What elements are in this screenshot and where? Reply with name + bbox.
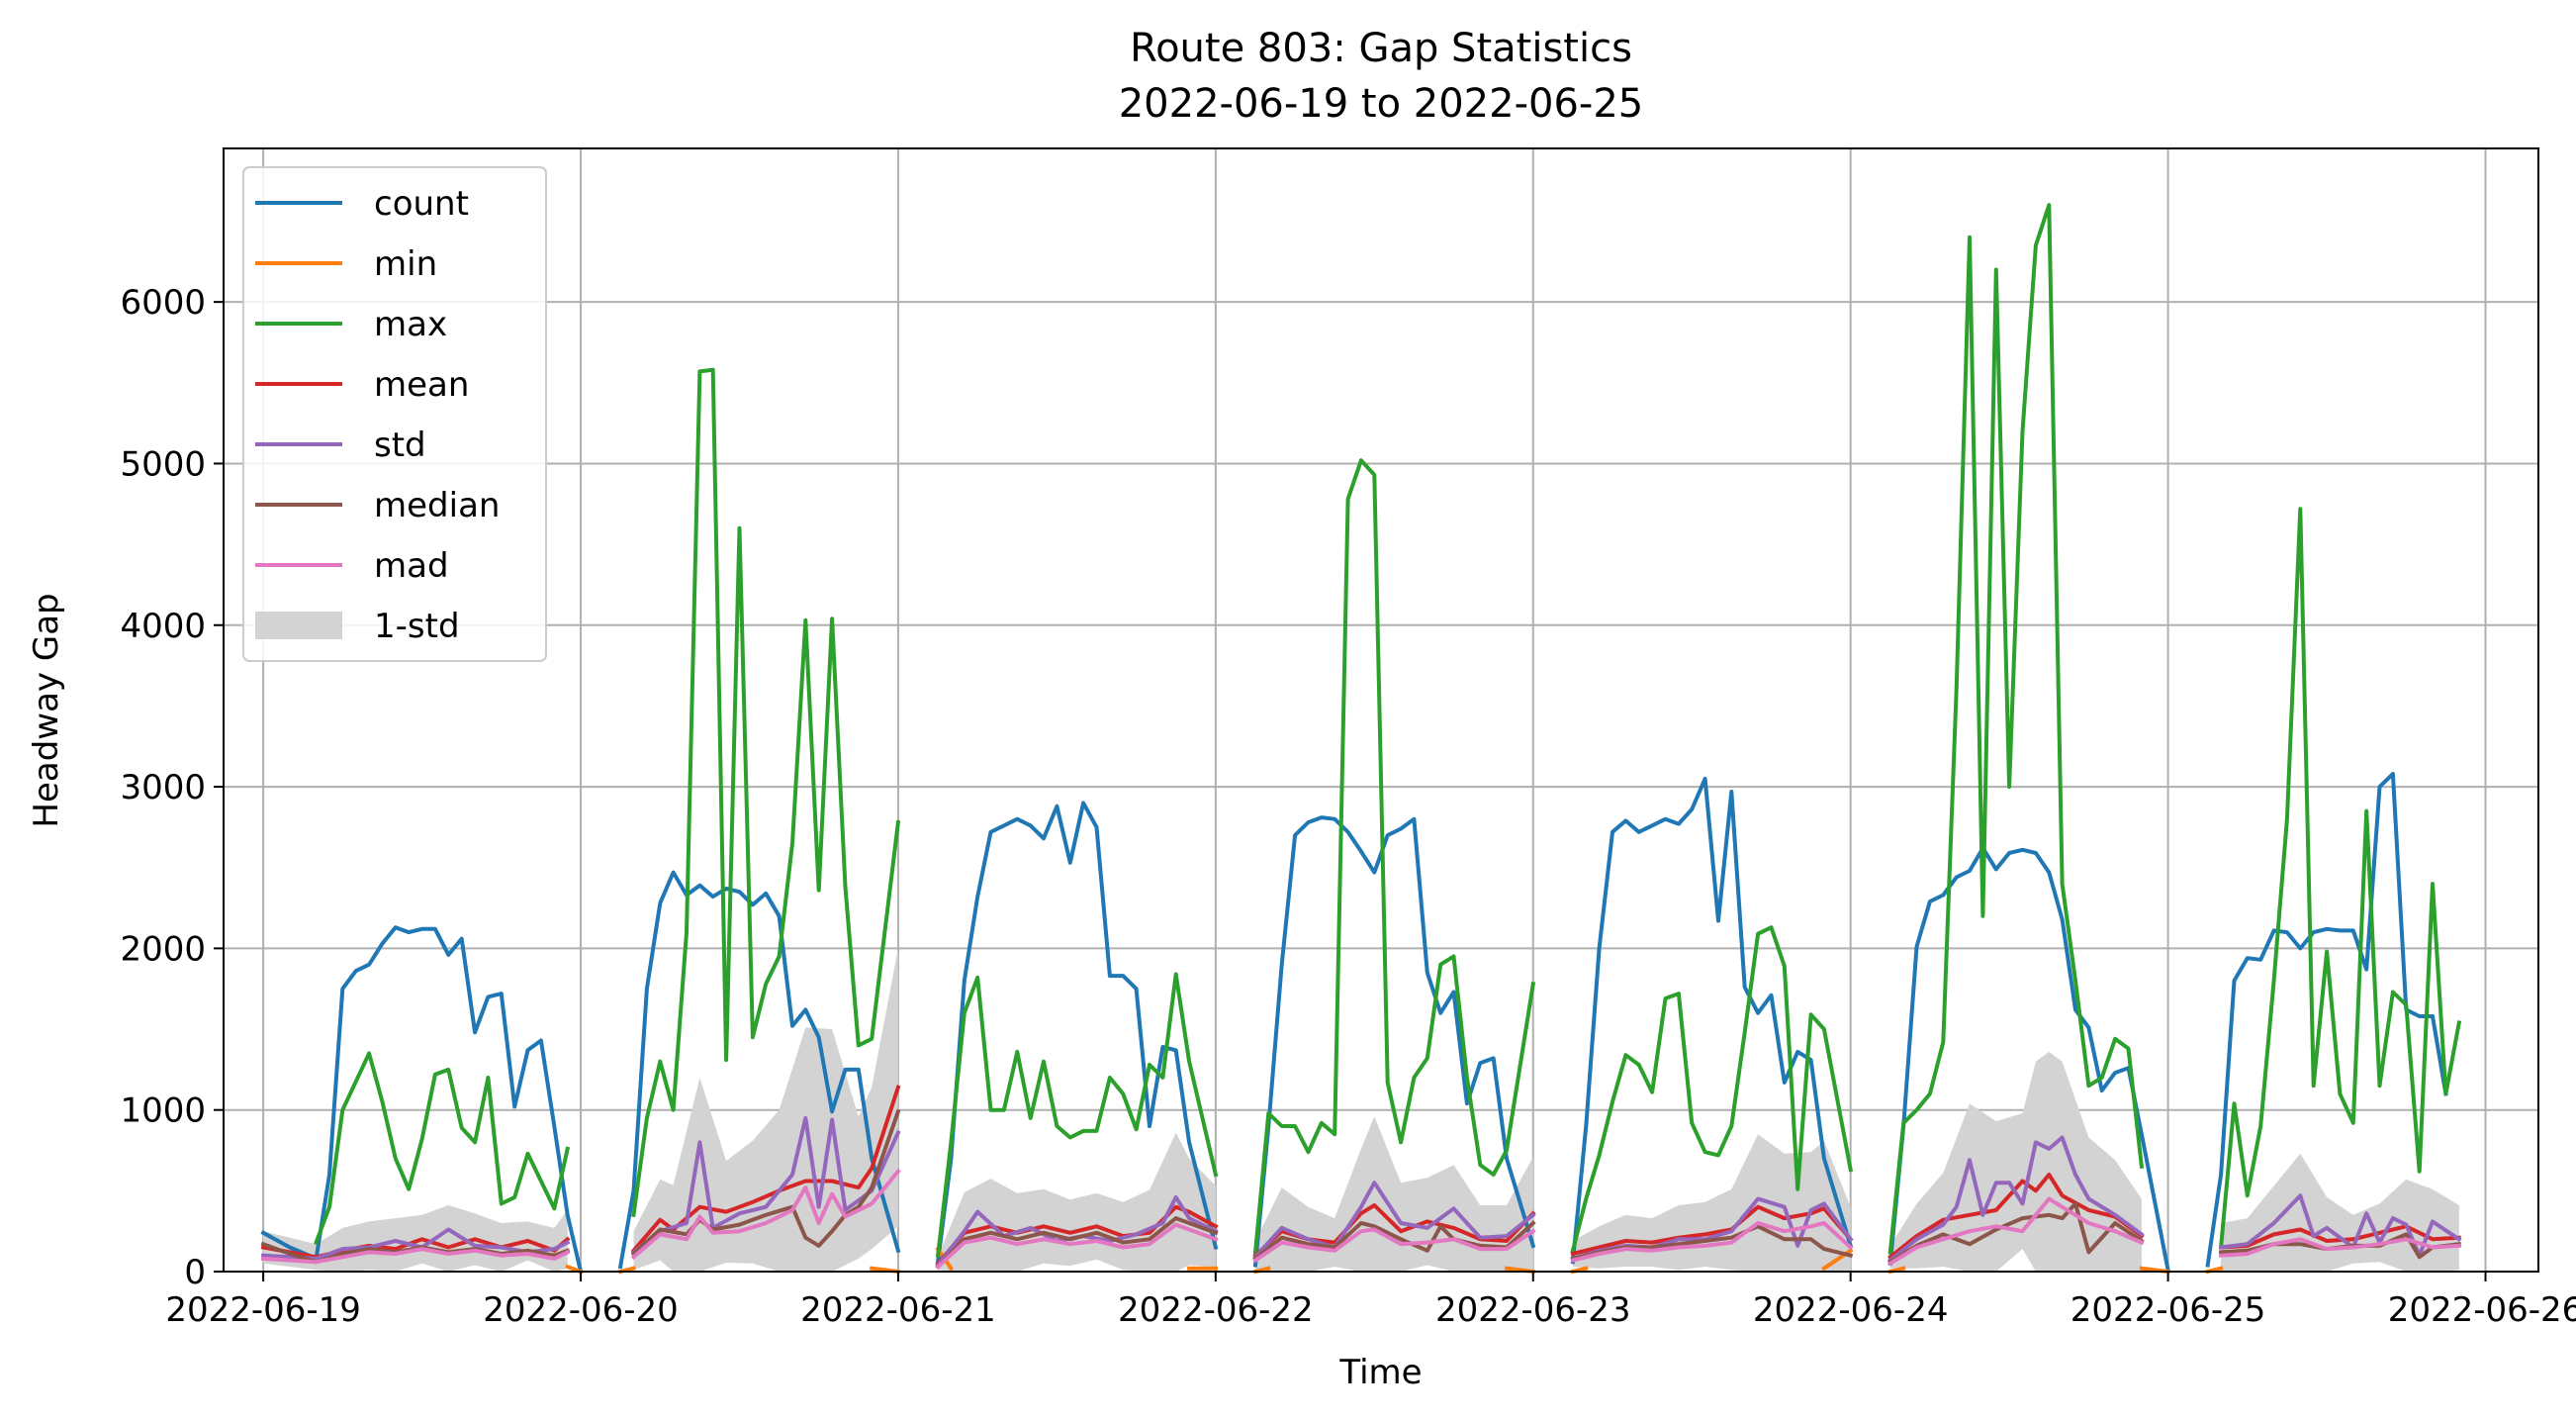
legend-label-min: min bbox=[374, 244, 437, 284]
y-axis-label: Headway Gap bbox=[27, 593, 66, 827]
series-line-mad bbox=[1570, 1221, 1854, 1264]
series-line-mean bbox=[935, 1204, 1219, 1267]
x-tick-label: 2022-06-22 bbox=[1118, 1290, 1314, 1330]
x-tick-label: 2022-06-20 bbox=[483, 1290, 679, 1330]
legend-label-max: max bbox=[374, 305, 447, 344]
legend-label-std: std bbox=[374, 426, 426, 465]
legend-label-median: median bbox=[374, 486, 500, 525]
series-line-count bbox=[1887, 846, 2170, 1273]
x-tick-label: 2022-06-26 bbox=[2388, 1290, 2576, 1330]
series-line-max bbox=[1252, 458, 1536, 1255]
series-line-std bbox=[630, 1115, 901, 1256]
series-line-max bbox=[2218, 507, 2462, 1250]
series-line-mean bbox=[1570, 1204, 1854, 1257]
x-tick-label: 2022-06-21 bbox=[800, 1290, 996, 1330]
series-lines bbox=[260, 203, 2462, 1275]
series-line-max bbox=[1887, 203, 2145, 1255]
legend: count min max mean std median mad 1-std bbox=[242, 166, 547, 662]
series-line-median bbox=[935, 1216, 1219, 1270]
legend-label-1-std: 1-std bbox=[374, 607, 460, 646]
y-tick-label: 3000 bbox=[120, 768, 206, 807]
legend-swatch-1-std bbox=[255, 612, 342, 639]
x-tick-label: 2022-06-24 bbox=[1753, 1290, 1949, 1330]
series-line-max bbox=[314, 1051, 571, 1246]
chart-title: Route 803: Gap Statistics bbox=[1130, 26, 1632, 71]
chart-subtitle: 2022-06-19 to 2022-06-25 bbox=[1119, 81, 1644, 127]
series-line-count bbox=[260, 925, 584, 1275]
legend-box bbox=[242, 166, 547, 662]
series-line-mad bbox=[2218, 1237, 2461, 1258]
one-std-area bbox=[633, 948, 898, 1272]
axis-ticks: 2022-06-19 2022-06-20 2022-06-21 2022-06-22… bbox=[120, 283, 2576, 1330]
series-line-mad bbox=[935, 1222, 1219, 1270]
series-line-std bbox=[1252, 1181, 1536, 1261]
series-line-mean bbox=[1886, 1173, 2145, 1261]
series-line-max bbox=[631, 367, 901, 1218]
series-line-median bbox=[1252, 1220, 1536, 1262]
x-axis-label: Time bbox=[1338, 1353, 1422, 1392]
legend-label-mean: mean bbox=[374, 365, 469, 405]
series-line-max bbox=[935, 972, 1219, 1258]
axes-frame bbox=[223, 147, 2539, 1273]
x-tick-label: 2022-06-19 bbox=[165, 1290, 361, 1330]
series-line-count bbox=[617, 870, 901, 1270]
x-tick-label: 2022-06-25 bbox=[2070, 1290, 2266, 1330]
y-tick-label: 4000 bbox=[120, 607, 206, 646]
x-tick-label: 2022-06-23 bbox=[1435, 1290, 1631, 1330]
series-line-count bbox=[1570, 776, 1854, 1265]
legend-label-mad: mad bbox=[374, 546, 449, 586]
y-tick-label: 1000 bbox=[120, 1091, 206, 1131]
y-tick-label: 5000 bbox=[120, 444, 206, 484]
series-line-std bbox=[1886, 1135, 2145, 1264]
legend-label-count: count bbox=[374, 184, 469, 224]
series-line-count bbox=[1252, 815, 1536, 1268]
series-line-mad bbox=[1887, 1196, 2145, 1267]
y-tick-label: 2000 bbox=[120, 929, 206, 969]
series-line-max bbox=[1570, 925, 1854, 1254]
series-line-mad bbox=[1252, 1227, 1536, 1264]
y-tick-label: 6000 bbox=[120, 283, 206, 323]
series-line-mad bbox=[260, 1247, 571, 1265]
y-tick-label: 0 bbox=[184, 1253, 206, 1292]
series-line-mad bbox=[630, 1168, 901, 1261]
